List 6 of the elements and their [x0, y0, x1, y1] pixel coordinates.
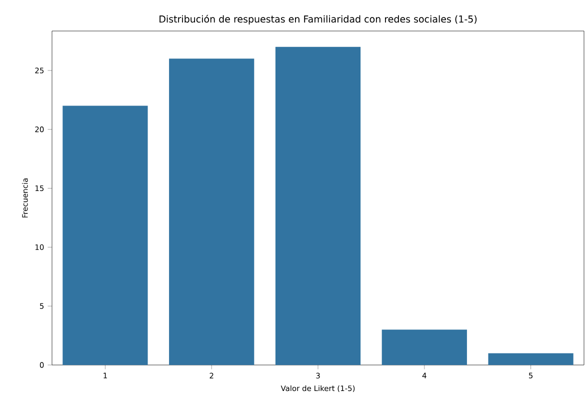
- bar: [169, 58, 254, 365]
- bar: [382, 330, 467, 365]
- bar: [488, 353, 574, 365]
- bar: [275, 46, 361, 365]
- chart-title: Distribución de respuestas en Familiaridad con redes sociales (1-5): [160, 14, 477, 24]
- bar: [62, 106, 148, 365]
